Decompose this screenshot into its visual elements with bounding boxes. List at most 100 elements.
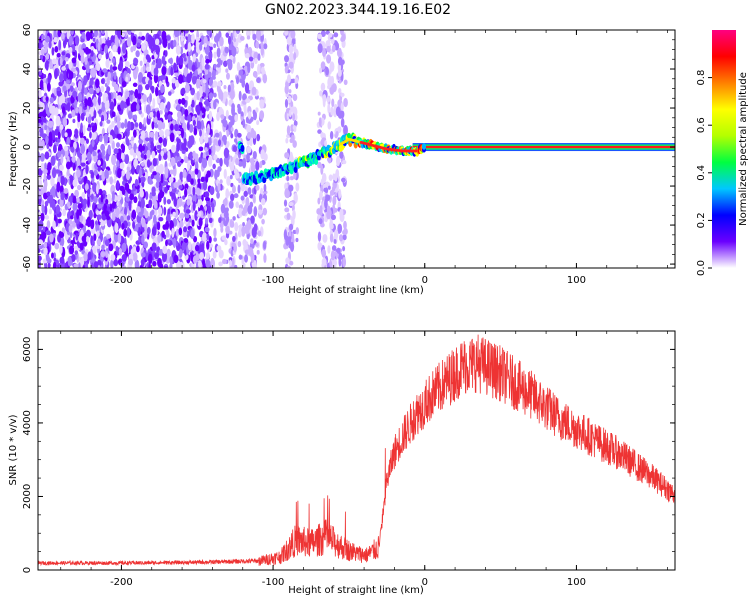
spectrogram-cell — [50, 176, 55, 187]
spectrogram-cell — [223, 168, 227, 179]
spectrogram-cell — [125, 60, 130, 68]
spectrogram-cell — [164, 128, 170, 137]
spectrogram-cell — [263, 43, 268, 50]
spectrogram-cell — [245, 224, 250, 235]
spectrogram-cell — [205, 252, 210, 260]
spectrogram-cell — [333, 207, 338, 213]
spectrogram-cell — [170, 156, 176, 167]
spectrogram-cell — [183, 57, 187, 62]
spectrogram-cell — [150, 141, 155, 151]
spectrogram-cell — [330, 106, 334, 116]
spectrogram-cell — [224, 46, 230, 54]
spectrogram-cell — [188, 123, 194, 133]
spectrogram-cell — [147, 34, 153, 45]
ridge-band-core — [412, 145, 675, 149]
spectrogram-cell — [133, 57, 139, 65]
spectrogram-cell — [222, 119, 228, 128]
spectrogram-cell — [163, 206, 167, 216]
spectrogram-cell — [49, 96, 54, 104]
spectrogram-cell — [109, 135, 113, 145]
spectrogram-cell — [134, 178, 139, 187]
spectrogram-cell — [234, 264, 238, 268]
spectrogram-cell — [151, 186, 156, 194]
spectrogram-cell — [247, 111, 252, 119]
spectrogram-cell — [96, 238, 101, 246]
spectrogram-cell — [109, 176, 114, 185]
spectrogram-cell — [164, 166, 169, 176]
spectrogram-cell — [211, 202, 215, 213]
spectrogram-cell — [203, 205, 208, 212]
spectrogram-cell — [124, 94, 128, 100]
spectrogram-cell — [63, 187, 69, 194]
spectrogram-cell — [202, 84, 206, 93]
spectrogram-cell — [76, 157, 81, 167]
spectrogram-cell — [149, 93, 152, 103]
spectrogram-cell — [142, 64, 146, 73]
spectrogram-cell — [178, 227, 183, 236]
spectrogram-cell — [100, 101, 106, 112]
spectrogram-cell — [129, 93, 133, 102]
spectrogram-cell — [44, 200, 49, 207]
spectrogram-cell — [132, 69, 138, 76]
spectrogram-cell — [250, 215, 255, 224]
spectrogram-cell — [132, 82, 138, 87]
spectrogram-cell — [89, 105, 95, 117]
spectrogram-cell — [240, 35, 245, 41]
spectrogram-cell — [97, 203, 102, 209]
spectrogram-cell — [46, 174, 51, 180]
spectrogram-cell — [227, 35, 232, 45]
spectrogram-cell — [233, 193, 239, 199]
spectrogram-cell — [64, 57, 69, 62]
spectrogram-cell — [177, 191, 181, 198]
spectrogram-cell — [205, 58, 210, 64]
spectrogram-cell — [65, 79, 71, 85]
spectrogram-cell — [207, 71, 212, 78]
spectrogram-cell — [45, 53, 50, 60]
spectrogram-cell — [114, 125, 119, 135]
spectrogram-cell — [238, 161, 243, 167]
spectrogram-cell — [55, 259, 59, 266]
spectrogram-cell — [242, 118, 246, 129]
spectrogram-cell — [126, 138, 130, 147]
spectrogram-cell — [48, 208, 52, 215]
spectrogram-cell — [255, 242, 259, 247]
spectrogram-cell — [82, 79, 87, 86]
spectrogram-cell — [172, 237, 177, 249]
spectrogram-cell — [74, 35, 80, 46]
spectrogram-cell — [340, 92, 345, 97]
spectrogram-cell — [253, 223, 258, 232]
spectrogram-cell — [225, 109, 229, 119]
spectrogram-cell — [75, 232, 79, 241]
spectrogram-cell — [61, 51, 66, 56]
spectrogram-cell — [191, 219, 195, 227]
spectrogram-cell — [324, 140, 328, 147]
spectrogram-cell — [121, 42, 127, 54]
spectrogram-cell — [173, 62, 177, 71]
spectrogram-cell — [64, 132, 68, 138]
spectrogram-cell — [178, 185, 183, 190]
spectrogram-cell — [141, 258, 145, 267]
spectrogram-cell — [180, 37, 185, 42]
spectrogram-cell — [331, 83, 337, 93]
spectrogram-cell — [117, 167, 122, 179]
spectrogram-cell — [230, 220, 235, 228]
spectrogram-cell — [145, 54, 151, 61]
spectrogram-cell — [229, 174, 233, 180]
spectrogram-cell — [109, 64, 113, 75]
spectrogram-cell — [173, 254, 179, 264]
spectrogram-y-tick-label: 20 — [22, 102, 33, 115]
spectrogram-cell — [238, 254, 243, 260]
spectrogram-cell — [184, 83, 190, 94]
spectrogram-cell — [101, 30, 105, 35]
spectrogram-cell — [256, 77, 261, 84]
spectrogram-cell — [233, 243, 237, 253]
spectrogram-cell — [211, 69, 216, 78]
spectrogram-cell — [77, 184, 82, 191]
spectrogram-x-tick-label: -100 — [262, 275, 285, 286]
spectrogram-cell — [232, 145, 238, 152]
spectrogram-cell — [229, 161, 235, 172]
spectrogram-cell — [287, 95, 292, 104]
spectrogram-cell — [237, 229, 242, 238]
spectrogram-cell — [80, 38, 85, 43]
